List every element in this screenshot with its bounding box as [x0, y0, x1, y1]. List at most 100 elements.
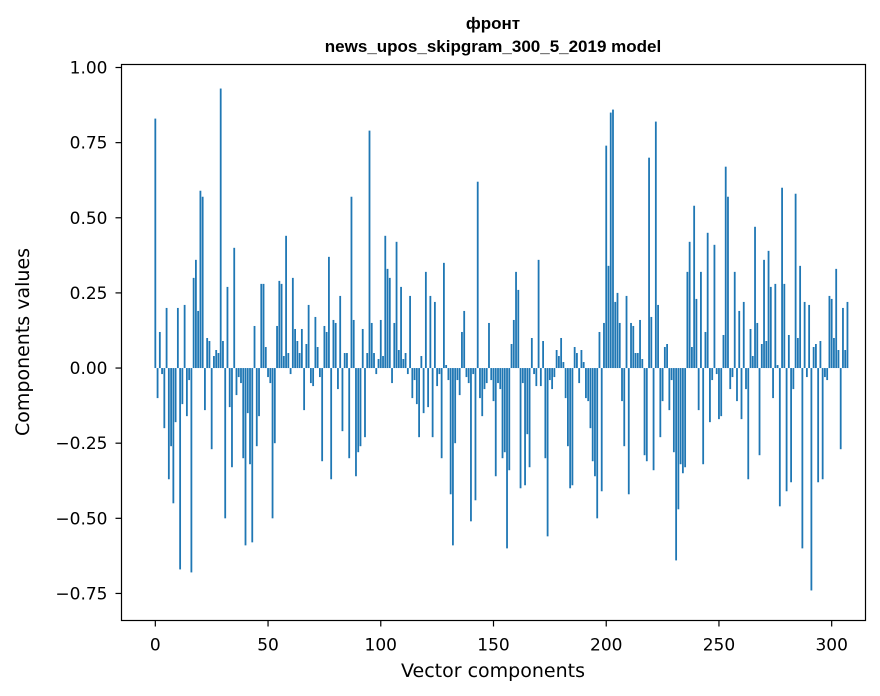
- bar: [497, 368, 499, 384]
- bar: [465, 368, 468, 378]
- bar: [681, 368, 684, 474]
- bar: [201, 196, 204, 369]
- bar: [490, 368, 493, 381]
- bar: [618, 322, 621, 369]
- bar: [551, 368, 554, 390]
- bar: [578, 368, 581, 384]
- bar: [242, 368, 245, 459]
- x-tick-label: 100: [365, 636, 397, 656]
- bar: [533, 368, 535, 375]
- bar: [199, 190, 202, 369]
- bar: [521, 368, 524, 384]
- bar: [485, 368, 488, 384]
- bar: [307, 304, 310, 369]
- bar: [751, 356, 754, 369]
- bar: [260, 283, 263, 369]
- bar: [837, 350, 840, 369]
- bar: [740, 368, 743, 420]
- bar: [645, 368, 648, 462]
- bar: [548, 368, 551, 381]
- bar: [219, 88, 222, 369]
- bar: [467, 368, 470, 384]
- bar: [382, 356, 384, 369]
- bar: [415, 368, 418, 405]
- bar: [621, 368, 623, 402]
- bar: [409, 295, 411, 369]
- bar: [803, 301, 806, 369]
- bar: [736, 368, 738, 402]
- bar: [255, 368, 258, 447]
- bar: [636, 353, 639, 369]
- bar: [512, 319, 515, 369]
- bar: [639, 319, 641, 369]
- bar: [359, 368, 362, 447]
- bar: [253, 325, 256, 369]
- bar: [828, 295, 831, 369]
- bar: [605, 145, 608, 369]
- bar: [470, 368, 472, 522]
- bar: [573, 347, 576, 369]
- bar: [503, 368, 506, 453]
- bar: [648, 157, 650, 369]
- bar: [747, 368, 750, 480]
- bar: [276, 325, 278, 369]
- bar: [763, 259, 765, 369]
- bar: [264, 347, 267, 369]
- bar: [769, 286, 772, 369]
- bar: [684, 368, 687, 468]
- bar: [560, 337, 563, 369]
- bar: [350, 196, 353, 369]
- bar: [758, 368, 761, 456]
- bar: [339, 295, 342, 369]
- bar: [479, 368, 481, 399]
- bar: [452, 368, 454, 546]
- bar: [842, 307, 844, 369]
- bar: [557, 356, 560, 369]
- bar: [544, 368, 547, 459]
- bar: [801, 368, 804, 549]
- bar: [163, 368, 166, 429]
- bar: [535, 368, 538, 387]
- bar: [330, 368, 333, 480]
- bar: [785, 368, 788, 492]
- bar: [787, 334, 790, 369]
- y-tick-label: 0.75: [70, 134, 108, 154]
- bar: [517, 289, 520, 369]
- bar: [154, 118, 157, 369]
- bar: [815, 344, 817, 369]
- bar: [675, 368, 678, 561]
- x-axis-ticks: 0 50 100 150 200 250 300: [150, 620, 848, 656]
- bar: [796, 337, 799, 369]
- bar: [756, 322, 759, 369]
- bar: [494, 368, 497, 477]
- bar: [420, 356, 423, 369]
- bar: [661, 368, 664, 402]
- bar: [431, 368, 434, 438]
- bar: [670, 368, 673, 381]
- bar: [792, 368, 795, 390]
- bar: [724, 166, 727, 369]
- bar: [654, 121, 657, 369]
- bar: [404, 353, 407, 369]
- bar: [754, 226, 756, 369]
- bar: [273, 368, 276, 444]
- bar: [165, 307, 168, 369]
- bar: [375, 368, 378, 375]
- bar: [179, 368, 182, 570]
- bar: [659, 368, 662, 438]
- bar: [569, 368, 572, 489]
- x-tick-label: 200: [590, 636, 622, 656]
- bar: [765, 341, 768, 369]
- bar: [206, 337, 209, 369]
- bar: [510, 344, 513, 369]
- bar: [805, 368, 808, 378]
- bar: [449, 368, 452, 495]
- bar: [244, 368, 247, 546]
- bar: [812, 347, 815, 369]
- bar: [296, 341, 299, 369]
- bar: [303, 368, 306, 411]
- bar: [663, 347, 666, 369]
- bar: [546, 368, 549, 537]
